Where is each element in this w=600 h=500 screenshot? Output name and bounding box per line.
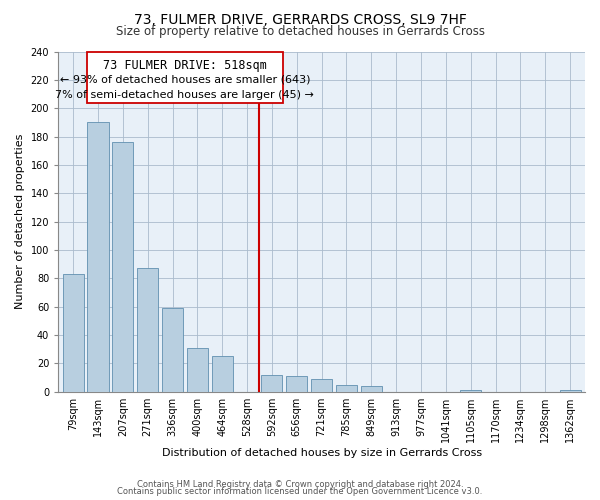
Text: ← 93% of detached houses are smaller (643): ← 93% of detached houses are smaller (64… <box>59 74 310 84</box>
Bar <box>162 308 183 392</box>
Bar <box>286 376 307 392</box>
Bar <box>560 390 581 392</box>
Bar <box>336 384 357 392</box>
Bar <box>311 379 332 392</box>
Bar <box>87 52 283 102</box>
Bar <box>262 374 283 392</box>
Bar <box>112 142 133 392</box>
Bar <box>212 356 233 392</box>
Bar <box>62 274 83 392</box>
Text: Contains public sector information licensed under the Open Government Licence v3: Contains public sector information licen… <box>118 488 482 496</box>
Bar <box>88 122 109 392</box>
Text: Size of property relative to detached houses in Gerrards Cross: Size of property relative to detached ho… <box>115 25 485 38</box>
Text: 73, FULMER DRIVE, GERRARDS CROSS, SL9 7HF: 73, FULMER DRIVE, GERRARDS CROSS, SL9 7H… <box>134 12 466 26</box>
Bar <box>137 268 158 392</box>
Bar <box>361 386 382 392</box>
X-axis label: Distribution of detached houses by size in Gerrards Cross: Distribution of detached houses by size … <box>161 448 482 458</box>
Text: 73 FULMER DRIVE: 518sqm: 73 FULMER DRIVE: 518sqm <box>103 58 267 71</box>
Bar <box>187 348 208 392</box>
Bar <box>460 390 481 392</box>
Y-axis label: Number of detached properties: Number of detached properties <box>15 134 25 310</box>
Text: 7% of semi-detached houses are larger (45) →: 7% of semi-detached houses are larger (4… <box>55 90 314 100</box>
Text: Contains HM Land Registry data © Crown copyright and database right 2024.: Contains HM Land Registry data © Crown c… <box>137 480 463 489</box>
